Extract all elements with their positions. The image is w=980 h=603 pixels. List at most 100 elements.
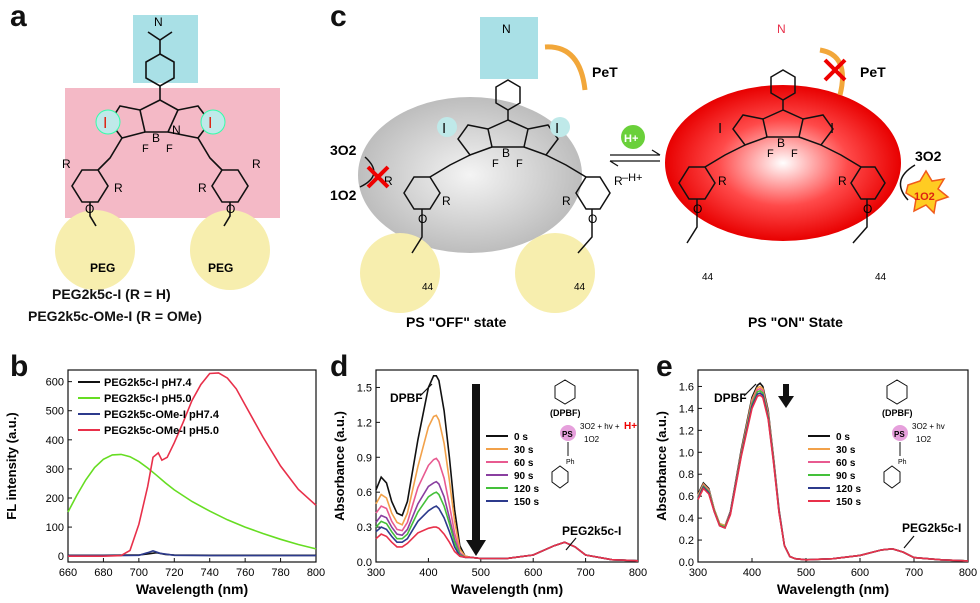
skeleton-off [403,79,611,254]
atom-f-on-r: F [791,148,798,160]
forward-arrow [610,149,661,156]
x-tick-label-0: 300 [367,567,385,579]
x-tick-label-0: 660 [59,567,77,579]
dpbf-label: DPBF [390,391,423,405]
repeat-off-r: 44 [574,282,586,293]
y-tick-label-2: 0.4 [679,513,694,525]
pet-label-on: PeT [860,64,886,80]
legend-label-2: 60 s [514,458,534,469]
y-tick-label-6: 1.2 [679,425,694,437]
series-line-1 [67,453,317,550]
scheme-panel-c: I I I I B B F F F F N N R R R R R R O O … [330,17,950,330]
atom-r-off-3: R [562,194,571,208]
on-state-caption: PS "ON" State [748,314,843,330]
y-tick-label-1: 100 [46,522,64,534]
chart-e-absorbance: 300 400 500 600 700 800 0.0 0.2 0.4 0.6 0.8 1.0 1.2 1… [654,369,977,597]
y-tick-label-0: 0 [58,551,64,563]
atom-iodine-on-right: I [830,120,834,137]
reaction-label: 3O2 + hv + [580,422,620,431]
legend-label-0: 0 s [836,432,850,443]
product-ring-icon [883,465,901,489]
iodine-highlight-right [200,109,226,135]
atom-b-on: B [777,136,785,150]
y-tick-label-5: 500 [46,406,64,418]
legend-label-4: 120 s [514,484,539,495]
atom-f-off-l: F [492,158,499,170]
dpbf-pointer [743,383,757,397]
atom-o-on-l: O [693,202,702,216]
y-tick-label-0: 0.0 [357,557,372,569]
iodine-highlight-off-left [437,117,457,137]
chart-d-absorbance: 300 400 500 600 700 800 0.0 0.3 0.6 0.9 1.2 1.5 Wave… [332,369,647,597]
y-tick-label-4: 0.8 [679,469,694,481]
product-pointer [565,537,577,551]
series-line-4 [697,392,969,562]
proton-bubble [621,125,645,149]
chart-b-fluorescence: 660 680 700 720 740 760 780 800 0 100 200 300 400 500… [4,369,325,597]
atom-o-off-l: O [418,212,427,226]
peg-highlight-off-right [515,233,595,313]
x-tick-label-3: 600 [524,567,542,579]
decrease-arrow-head [466,540,486,556]
y-axis-label: Absorbance (a.u.) [654,411,669,521]
legend-label-5: 150 s [836,497,861,508]
compound-label-2: PEG2k5c-OMe-I (R = OMe) [28,308,202,324]
peg-label-right: PEG [208,261,233,275]
o2-singlet-off: 1O2 [330,187,357,203]
compound-label-1: PEG2k5c-I (R = H) [52,286,171,302]
atom-r-1: R [62,157,71,171]
legend-label-0: 0 s [514,432,528,443]
iodine-highlight-off-right [550,117,570,137]
proton-label-d: H+ [624,421,637,432]
repeat-on-l: 44 [702,272,714,283]
atom-r-on-3: R [838,174,847,188]
o2-singlet-on: 1O2 [914,191,935,203]
legend-label-1: 30 s [836,445,856,456]
atom-n: N [172,123,181,137]
plot-frame [375,369,639,563]
ph-label-e: Ph [898,459,907,466]
legend-label-2: 60 s [836,458,856,469]
x-tick-label-4: 740 [201,567,219,579]
y-tick-label-4: 400 [46,435,64,447]
x-axis-label: Wavelength (nm) [777,581,889,597]
dpbf-ring-icon [886,379,908,405]
y-tick-label-3: 0.9 [357,452,372,464]
panel-label-e: e [656,350,673,383]
reverse-arrow [609,160,660,167]
decrease-arrow-shaft [472,384,480,544]
x-tick-label-2: 500 [472,567,490,579]
atom-b-off: B [502,146,510,160]
ps-icon [892,425,908,441]
atom-n-amine: N [154,15,163,29]
x-axis-label: Wavelength (nm) [451,581,563,597]
atom-r-off-1: R [384,174,393,188]
repeat-on-r: 44 [875,272,887,283]
pet-label-off: PeT [592,64,618,80]
atom-o-left: O [85,202,94,216]
amine-highlight [133,15,198,83]
iodine-highlight-left [95,109,121,135]
dpbf-label: DPBF [714,391,747,405]
singlet-label-e: 1O2 [916,435,932,444]
plot-frame [67,369,317,563]
atom-r-off-2: R [442,194,451,208]
x-tick-label-2: 700 [130,567,148,579]
repeat-off-l: 44 [422,282,434,293]
product-ring-icon [551,465,569,489]
peg-highlight-right [190,210,270,290]
x-tick-label-3: 600 [851,567,869,579]
legend-label-1: 30 s [514,445,534,456]
atom-f-off-r: F [516,158,523,170]
amine-highlight-off [480,17,538,79]
pet-block-x [823,58,847,82]
legend-label-0: PEG2k5c-I pH7.4 [104,377,192,389]
peg-highlight-left [55,210,135,290]
atom-b: B [152,131,160,145]
x-tick-label-4: 700 [576,567,594,579]
panel-label-b: b [10,350,29,383]
o2-block-x [366,165,390,189]
ps-icon [560,425,576,441]
singlet-label-d: 1O2 [584,435,600,444]
legend-label-3: 90 s [514,471,534,482]
